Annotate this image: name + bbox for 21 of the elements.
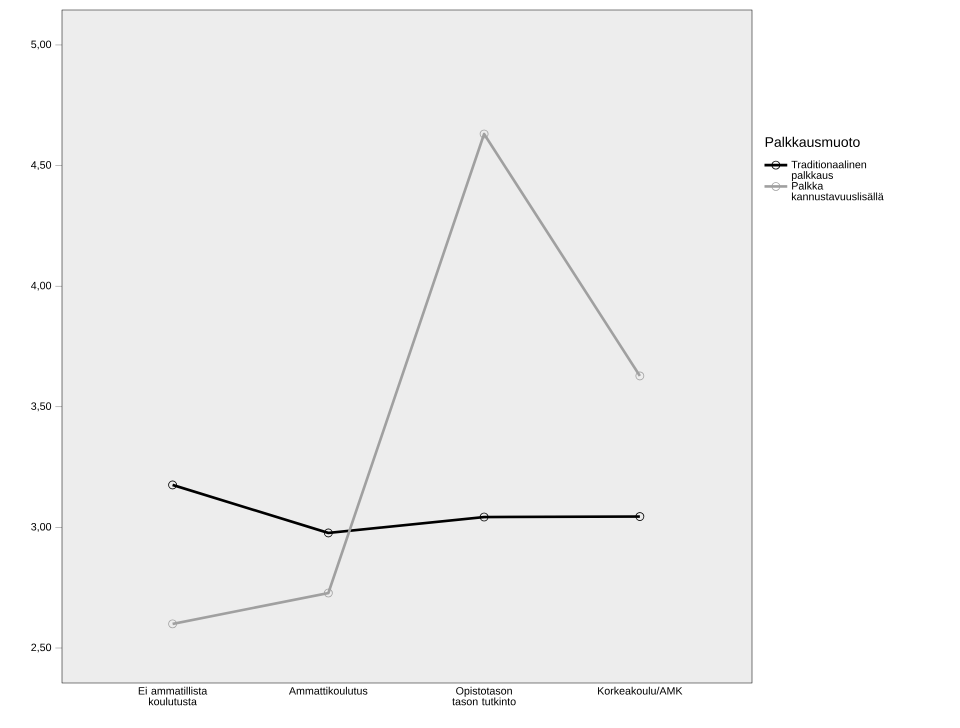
y-tick-label: 4,50 xyxy=(31,161,52,170)
x-tick-label: Ammattikoulutus xyxy=(288,686,368,695)
legend-title: Palkkausmuoto xyxy=(766,136,860,148)
x-tick-label: Korkeakoulu/AMK xyxy=(598,686,682,695)
y-tick-label: 3,00 xyxy=(31,522,52,532)
point xyxy=(324,528,333,538)
point xyxy=(324,588,333,598)
x-tick-label: Ei ammatillista koulutusta xyxy=(138,686,208,706)
point xyxy=(480,512,489,522)
y-tick-label: 3,50 xyxy=(31,402,52,412)
y-tick-label: 5,00 xyxy=(31,40,52,50)
point xyxy=(480,130,489,138)
point xyxy=(635,372,644,380)
point xyxy=(168,619,177,628)
legend-label: Traditionaalinen palkkaus xyxy=(791,160,866,182)
point xyxy=(635,512,644,521)
point xyxy=(168,480,177,490)
y-tick-label: 4,00 xyxy=(31,282,52,291)
x-tick-label: Opistotason tason tutkinto xyxy=(452,686,516,706)
y-tick-label: 2,50 xyxy=(31,644,52,652)
legend-label: Palkka kannustavuuslisällä xyxy=(792,182,884,200)
